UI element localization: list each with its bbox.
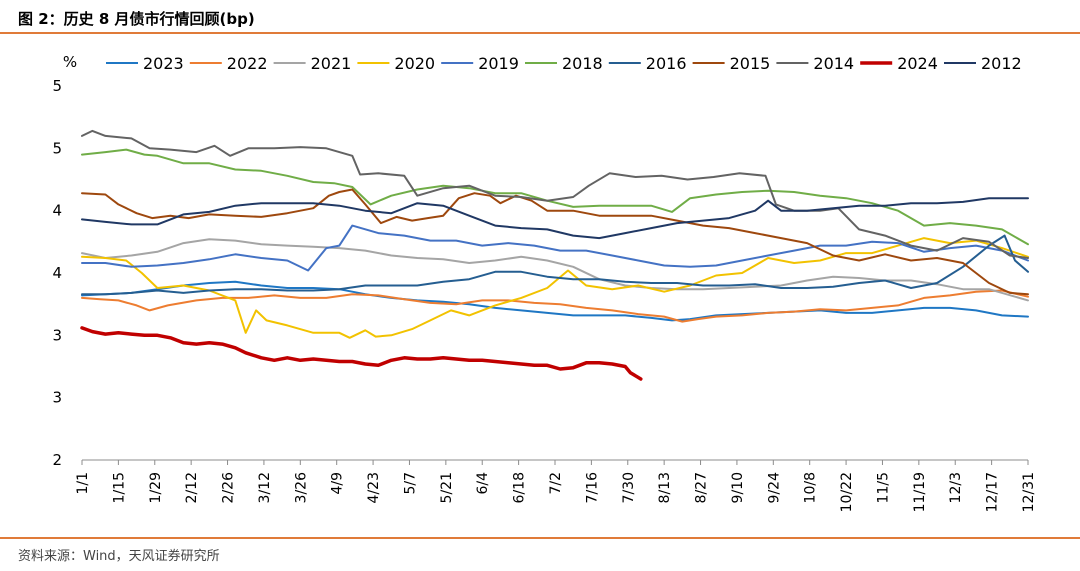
legend-label-2024: 2024	[897, 54, 938, 73]
series-line-2022	[81, 289, 1029, 323]
x-tick-label: 5/21	[439, 472, 455, 503]
series-line-2024	[80, 326, 643, 381]
x-tick-label: 1/29	[148, 472, 164, 503]
series-line-2012	[81, 197, 1029, 240]
chart-title: 图 2：历史 8 月债市行情回顾(bp)	[18, 10, 255, 28]
x-tick-label: 11/19	[912, 472, 928, 512]
source-note: 资料来源：Wind，天风证券研究所	[18, 549, 220, 564]
x-tick-label: 4/23	[366, 472, 382, 503]
y-tick-label: 5	[52, 77, 62, 95]
x-tick-label: 12/31	[1021, 472, 1037, 512]
plot-lines	[80, 129, 1029, 381]
x-tick-label: 7/16	[584, 472, 600, 504]
x-tick-label: 10/8	[803, 472, 819, 503]
legend-label-2015: 2015	[730, 54, 771, 73]
y-tick-label: 5	[52, 139, 62, 157]
title-divider	[0, 32, 1080, 34]
x-tick-label: 10/22	[839, 472, 855, 512]
x-tick-label: 6/18	[512, 472, 528, 503]
legend-label-2021: 2021	[311, 54, 352, 73]
legend-label-2016: 2016	[646, 54, 687, 73]
x-tick-label: 12/3	[948, 472, 964, 503]
series-line-2019	[81, 224, 1029, 272]
legend: 2023 2022 2021 2020 2019 2018 2016 2015 2014 2024…	[106, 54, 1022, 73]
series-line-2016	[81, 234, 1029, 296]
legend-label-2019: 2019	[478, 54, 519, 73]
series-line-2023	[81, 280, 1029, 322]
legend-label-2023: 2023	[143, 54, 184, 73]
footer-divider	[0, 537, 1080, 539]
series-line-2014	[81, 129, 1029, 259]
x-tick-label: 7/2	[548, 472, 564, 495]
x-tick-label: 9/10	[730, 472, 746, 503]
x-tick-label: 6/4	[475, 472, 491, 495]
x-tick-label: 2/12	[184, 472, 200, 503]
legend-label-2022: 2022	[227, 54, 268, 73]
y-tick-label: 4	[52, 264, 62, 282]
y-tick-label: 3	[52, 389, 62, 407]
x-tick-label: 2/26	[221, 472, 237, 504]
series-line-2021	[81, 238, 1029, 302]
legend-label-2018: 2018	[562, 54, 603, 73]
legend-label-2020: 2020	[394, 54, 435, 73]
y-tick-label: 4	[52, 202, 62, 220]
x-tick-label: 8/13	[657, 472, 673, 503]
series-line-2018	[81, 148, 1029, 246]
x-tick-label: 8/27	[694, 472, 710, 503]
x-tick-label: 1/15	[111, 472, 127, 503]
x-tick-label: 11/5	[875, 472, 891, 503]
x-tick-label: 3/12	[257, 472, 273, 503]
legend-label-2014: 2014	[813, 54, 854, 73]
legend-label-2012: 2012	[981, 54, 1022, 73]
series-line-2015	[81, 188, 1029, 296]
x-tick-label: 5/7	[402, 472, 418, 495]
x-tick-label: 4/9	[330, 472, 346, 495]
x-tick-label: 3/26	[293, 472, 309, 504]
y-axis-label: %	[63, 53, 77, 71]
series-line-2020	[81, 237, 1029, 339]
x-tick-label: 9/24	[766, 472, 782, 504]
x-tick-label: 7/30	[621, 472, 637, 503]
x-tick-label: 12/17	[985, 472, 1001, 512]
x-tick-label: 1/1	[75, 472, 91, 495]
y-axis: 5 5 4 4 3 3 2	[52, 77, 62, 469]
y-tick-label: 3	[52, 326, 62, 344]
y-tick-label: 2	[52, 451, 62, 469]
x-axis: 1/1 1/15 1/29 2/12 2/26 3/12 3/26 4/9 4/23 5/7 5/2…	[75, 459, 1037, 512]
